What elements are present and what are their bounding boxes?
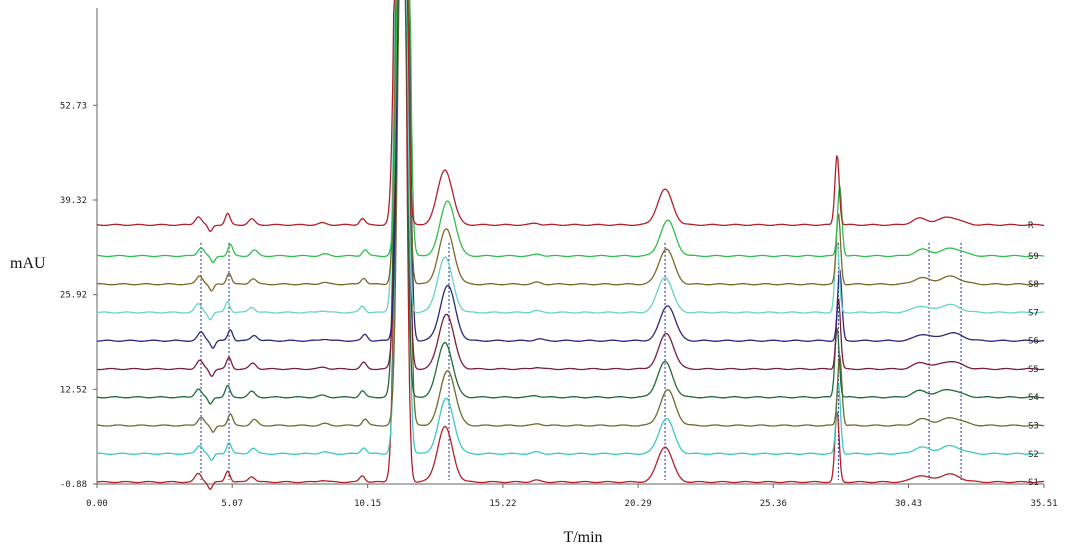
series-label-s7: S7 xyxy=(1028,308,1039,318)
trace-s7 xyxy=(96,0,1044,321)
trace-s2 xyxy=(97,0,1045,462)
trace-s9 xyxy=(96,0,1045,264)
series-label-group: S1 S2 S3 S4 S5 S6 S7 S8 S9 R xyxy=(1028,221,1039,488)
trace-s4 xyxy=(96,0,1045,405)
series-label-s8: S8 xyxy=(1028,280,1039,290)
trace-group xyxy=(96,0,1045,490)
x-tick-group: 0.00 5.07 10.15 15.22 20.29 25.36 30.43 35.51 xyxy=(86,484,1058,509)
x-tick-label: 25.36 xyxy=(760,499,787,509)
x-tick-label: 15.22 xyxy=(489,499,516,509)
trace-s3 xyxy=(96,0,1045,433)
series-label-s9: S9 xyxy=(1028,252,1039,262)
trace-s1 xyxy=(96,0,1044,490)
y-tick-label: 12.52 xyxy=(60,385,87,395)
y-tick-label: 52.73 xyxy=(60,101,87,111)
x-axis-title: T/min xyxy=(563,529,602,546)
x-tick-label: 20.29 xyxy=(625,499,652,509)
axes xyxy=(96,8,1044,485)
trace-s5 xyxy=(96,0,1045,378)
x-tick-label: 10.15 xyxy=(354,499,381,509)
trace-r xyxy=(96,0,1045,233)
x-tick-label: 5.07 xyxy=(221,499,243,509)
trace-s6 xyxy=(97,0,1045,349)
dashed-marker-group xyxy=(200,242,962,480)
y-axis-title: mAU xyxy=(10,255,46,272)
x-tick-label: 30.43 xyxy=(895,499,922,509)
x-tick-label: 0.00 xyxy=(86,499,108,509)
series-label-s6: S6 xyxy=(1028,337,1039,347)
series-label-s1: S1 xyxy=(1028,478,1039,488)
y-tick-group: -0.88 12.52 25.92 39.32 52.73 xyxy=(60,101,97,490)
y-tick-label: -0.88 xyxy=(60,480,87,490)
series-label-r: R xyxy=(1028,221,1034,231)
series-label-s4: S4 xyxy=(1028,393,1039,403)
y-tick-label: 25.92 xyxy=(60,291,87,301)
x-tick-label: 35.51 xyxy=(1030,499,1057,509)
trace-s8 xyxy=(96,0,1045,292)
series-label-s5: S5 xyxy=(1028,365,1039,375)
y-tick-label: 39.32 xyxy=(60,196,87,206)
series-label-s3: S3 xyxy=(1028,422,1039,432)
series-label-s2: S2 xyxy=(1028,450,1039,460)
